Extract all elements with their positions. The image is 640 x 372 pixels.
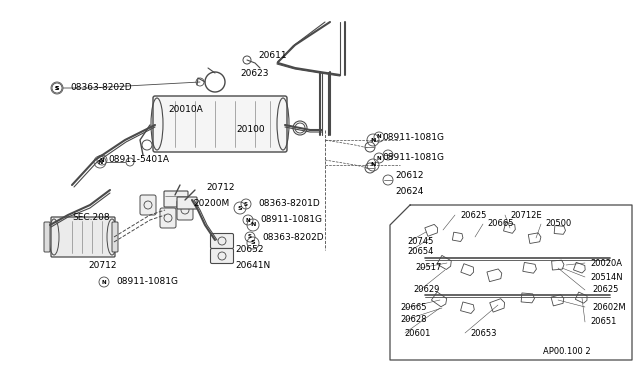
Text: 20652: 20652 xyxy=(235,246,264,254)
Text: 08911-1081G: 08911-1081G xyxy=(382,154,444,163)
Text: 20665: 20665 xyxy=(400,304,426,312)
Text: 20624: 20624 xyxy=(395,187,424,196)
Text: 20712: 20712 xyxy=(206,183,234,192)
Text: N: N xyxy=(250,222,256,228)
Text: 20745: 20745 xyxy=(407,237,433,246)
Text: 20623: 20623 xyxy=(240,70,269,78)
Text: 20712: 20712 xyxy=(88,260,116,269)
Text: N: N xyxy=(377,155,381,160)
FancyBboxPatch shape xyxy=(177,197,197,209)
Text: 20602M: 20602M xyxy=(592,302,626,311)
Text: 20612: 20612 xyxy=(395,170,424,180)
Text: 20100: 20100 xyxy=(236,125,264,135)
FancyBboxPatch shape xyxy=(140,195,156,215)
Text: N: N xyxy=(377,135,381,140)
Text: 08911-1081G: 08911-1081G xyxy=(382,132,444,141)
Text: 20611: 20611 xyxy=(258,51,287,61)
Text: 08363-8202D: 08363-8202D xyxy=(262,232,324,241)
Text: S: S xyxy=(251,241,255,246)
Text: 20653: 20653 xyxy=(470,328,497,337)
Text: 20517: 20517 xyxy=(415,263,442,273)
FancyBboxPatch shape xyxy=(211,248,234,263)
Text: 20651: 20651 xyxy=(590,317,616,327)
Text: 20628: 20628 xyxy=(400,315,426,324)
Text: 20625: 20625 xyxy=(592,285,618,295)
Text: 20712E: 20712E xyxy=(510,211,541,219)
FancyBboxPatch shape xyxy=(153,96,287,152)
Text: 08363-8202D: 08363-8202D xyxy=(70,83,132,93)
Text: 08911-1081G: 08911-1081G xyxy=(260,215,322,224)
Text: S: S xyxy=(55,86,59,90)
Text: 20601: 20601 xyxy=(404,328,430,337)
Text: N: N xyxy=(97,160,102,164)
FancyBboxPatch shape xyxy=(177,200,193,220)
FancyBboxPatch shape xyxy=(160,208,176,228)
FancyBboxPatch shape xyxy=(112,222,118,252)
Text: SEC.208: SEC.208 xyxy=(72,214,109,222)
Text: 20654: 20654 xyxy=(407,247,433,256)
Text: AP00.100 2: AP00.100 2 xyxy=(543,346,591,356)
Text: 20010A: 20010A xyxy=(168,106,203,115)
FancyBboxPatch shape xyxy=(211,234,234,248)
Text: 08363-8201D: 08363-8201D xyxy=(258,199,320,208)
Text: N: N xyxy=(102,279,106,285)
Text: S: S xyxy=(237,205,243,211)
Text: 20641N: 20641N xyxy=(235,260,270,269)
FancyBboxPatch shape xyxy=(164,191,188,207)
Text: 20200M: 20200M xyxy=(193,199,229,208)
Text: S: S xyxy=(244,202,248,206)
FancyBboxPatch shape xyxy=(51,217,115,257)
Text: 20020A: 20020A xyxy=(590,259,622,267)
Text: N: N xyxy=(371,138,376,142)
Text: 20665: 20665 xyxy=(487,219,513,228)
Text: N: N xyxy=(100,157,104,163)
Text: S: S xyxy=(54,86,60,90)
Text: 08911-5401A: 08911-5401A xyxy=(108,155,169,164)
Text: 20500: 20500 xyxy=(545,219,572,228)
Text: N: N xyxy=(371,163,376,167)
Text: N: N xyxy=(246,218,250,222)
Text: S: S xyxy=(248,234,252,240)
Text: 20514N: 20514N xyxy=(590,273,623,282)
Text: 08911-1081G: 08911-1081G xyxy=(116,278,178,286)
FancyBboxPatch shape xyxy=(44,222,50,252)
Text: 20625: 20625 xyxy=(460,211,486,219)
Text: 20629: 20629 xyxy=(413,285,440,295)
